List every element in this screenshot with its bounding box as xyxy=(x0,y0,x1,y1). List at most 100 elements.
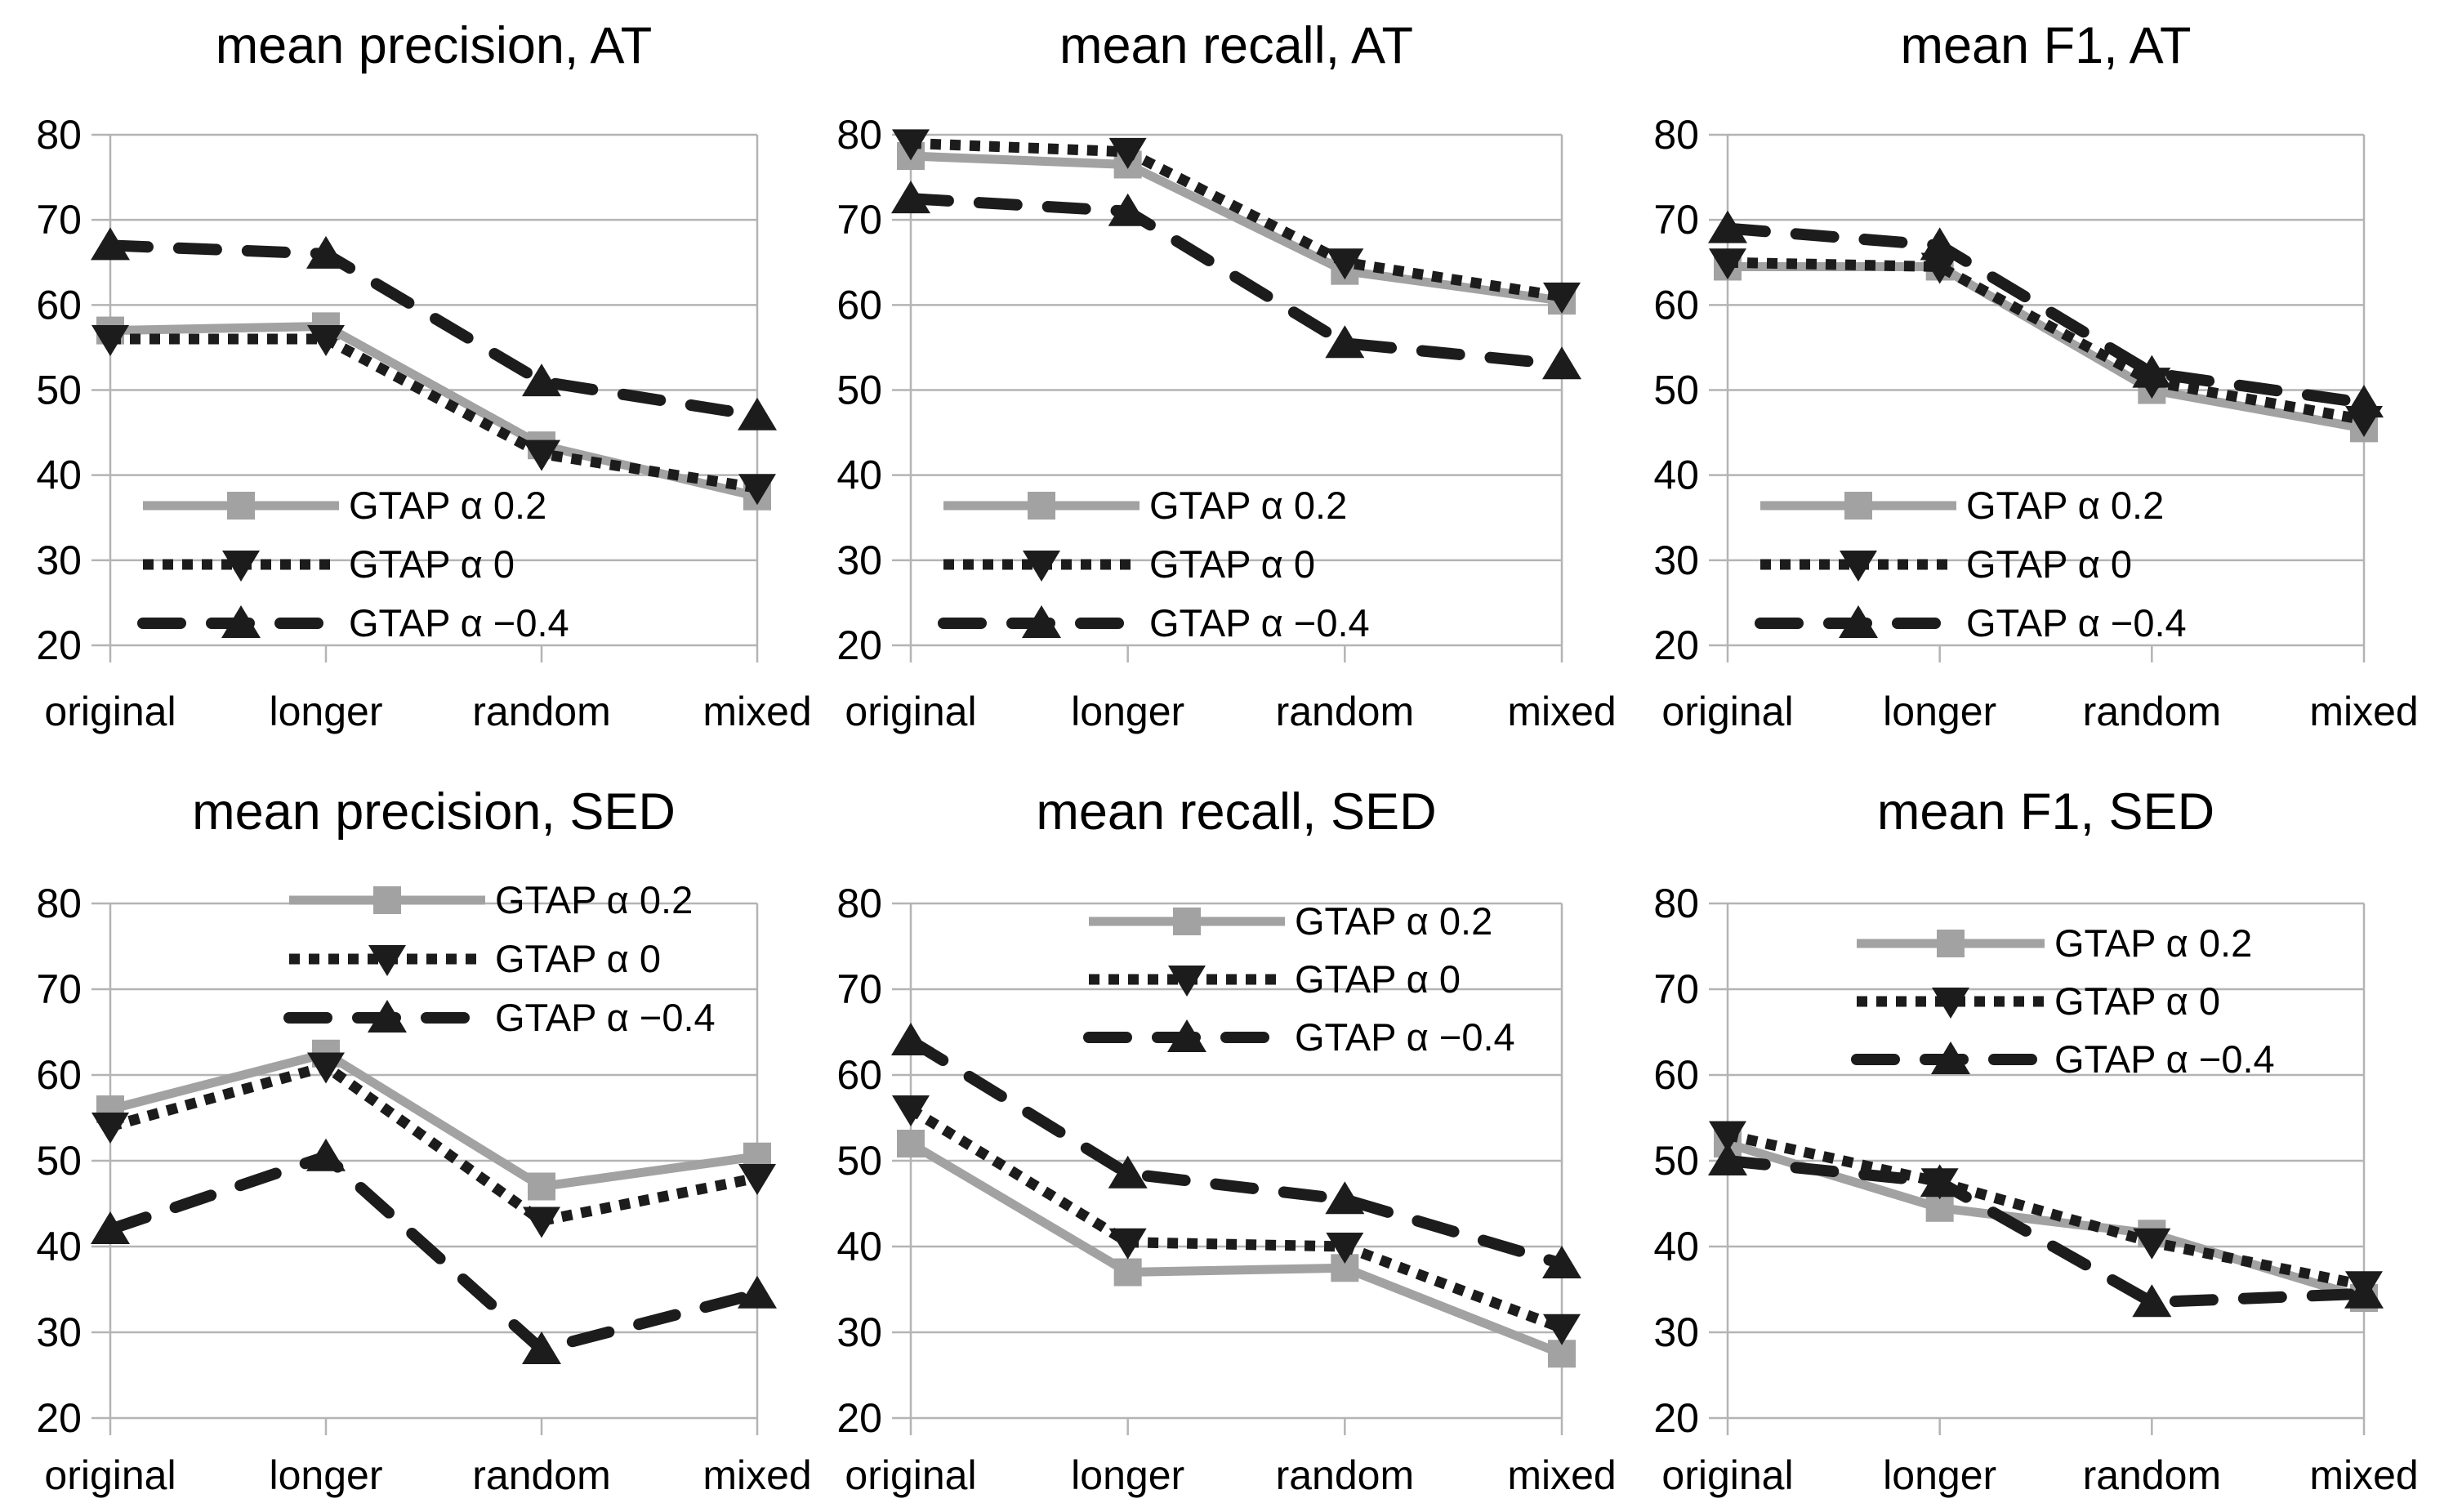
tri-down-marker xyxy=(892,1095,930,1126)
tri-up-marker xyxy=(2132,355,2172,388)
legend-label: GTAP α 0.2 xyxy=(1149,484,1347,527)
chart-panel-mean-precision-sed: mean precision, SED 80 70 60 50 40 30 20 GTAP α… xyxy=(0,756,818,1512)
chart-panel-mean-recall-at: mean recall, AT 80 70 60 50 40 30 20 GTAP α 0.2… xyxy=(818,0,1635,756)
tri-up-marker xyxy=(1325,1181,1365,1215)
square-marker-legend xyxy=(1844,492,1872,520)
series-line xyxy=(109,321,759,502)
square-marker xyxy=(528,1172,555,1201)
y-tick-label: 80 xyxy=(836,112,882,158)
tri-up-marker-legend xyxy=(1022,605,1061,638)
x-category-label: original xyxy=(1661,689,1793,734)
tri-down-marker xyxy=(738,474,776,506)
y-tick-label: 20 xyxy=(836,1395,882,1441)
tri-up-marker xyxy=(738,397,777,430)
tri-up-marker xyxy=(91,227,130,261)
series-line xyxy=(908,1140,1564,1358)
y-tick-label: 20 xyxy=(1653,622,1699,668)
tri-down-marker xyxy=(1108,137,1147,169)
line-chart: 80 70 60 50 40 30 20 GTAP α 0.2 GTAP α 0 GTAP α −… xyxy=(836,112,1616,734)
y-tick-label: 20 xyxy=(1653,1395,1699,1441)
line-chart: 80 70 60 50 40 30 20 GTAP α 0.2 GTAP α 0 GTAP α −… xyxy=(36,112,811,734)
y-tick-label: 20 xyxy=(836,622,882,668)
y-tick-label: 60 xyxy=(836,282,882,328)
legend-label: GTAP α 0 xyxy=(349,542,515,586)
legend-label: GTAP α 0.2 xyxy=(349,484,546,527)
tri-down-marker xyxy=(91,325,129,356)
x-category-label: longer xyxy=(1883,1452,1996,1498)
y-tick-label: 20 xyxy=(36,622,82,668)
chart-panel-mean-f1-at: mean F1, AT 80 70 60 50 40 30 20 GTAP α 0.2 GTAP… xyxy=(1635,0,2453,756)
tri-up-marker xyxy=(2344,1275,2384,1309)
series-line xyxy=(105,239,763,421)
tri-up-marker xyxy=(1708,210,1747,243)
y-tick-label: 50 xyxy=(1653,1138,1699,1184)
y-tick-label: 20 xyxy=(36,1395,82,1441)
tri-up-marker xyxy=(1920,227,1960,261)
legend-label: GTAP α −0.4 xyxy=(1149,601,1370,644)
x-category-label: original xyxy=(44,689,176,734)
tri-down-marker xyxy=(1920,252,1959,284)
x-category-label: mixed xyxy=(2309,1452,2418,1498)
series-line xyxy=(110,333,759,493)
chart-panel-mean-precision-at: mean precision, AT 80 70 60 50 40 30 20 GTAP α … xyxy=(0,0,818,756)
legend-label: GTAP α 0 xyxy=(1295,957,1461,1001)
tri-down-marker xyxy=(2133,1228,2171,1260)
chart-panel-mean-recall-sed: mean recall, SED 80 70 60 50 40 30 20 GTAP α 0.… xyxy=(818,756,1635,1512)
square-marker xyxy=(1113,1258,1142,1287)
tri-up-marker-legend xyxy=(1839,605,1878,638)
chart-title: mean F1, AT xyxy=(1900,17,2192,74)
square-marker-legend xyxy=(227,492,255,520)
series-line xyxy=(905,193,1568,371)
chart-title: mean precision, SED xyxy=(192,783,676,841)
line-chart: 80 70 60 50 40 30 20 GTAP α 0.2 GTAP α 0 GTAP α −… xyxy=(1653,881,2418,1498)
line-chart: 80 70 60 50 40 30 20 GTAP α 0.2 GTAP α 0 GTAP α −… xyxy=(836,881,1616,1498)
y-tick-label: 30 xyxy=(1653,537,1699,583)
y-tick-label: 40 xyxy=(1653,453,1699,498)
series-line xyxy=(1726,1130,2366,1291)
y-tick-label: 40 xyxy=(836,1224,882,1269)
line-chart: 80 70 60 50 40 30 20 GTAP α 0.2 GTAP α 0 GTAP α −… xyxy=(36,878,811,1498)
series-line xyxy=(910,137,1563,302)
tri-up-marker xyxy=(1542,1246,1581,1278)
tri-up-marker xyxy=(1708,1143,1747,1175)
x-category-label: mixed xyxy=(702,689,811,734)
y-tick-label: 80 xyxy=(1653,881,1699,926)
tri-up-marker xyxy=(306,235,346,269)
y-tick-label: 30 xyxy=(36,537,82,583)
x-category-label: mixed xyxy=(1507,689,1616,734)
series-line xyxy=(910,151,1563,306)
y-tick-label: 60 xyxy=(36,1052,82,1098)
tri-down-marker-legend xyxy=(1168,966,1206,997)
legend-label: GTAP α −0.4 xyxy=(1295,1015,1515,1059)
y-tick-label: 50 xyxy=(36,1138,82,1184)
square-marker-legend xyxy=(1028,492,1055,520)
series-line xyxy=(109,1061,759,1226)
legend-label: GTAP α −0.4 xyxy=(1966,601,2187,644)
tri-down-marker xyxy=(523,439,560,471)
x-category-label: random xyxy=(472,689,611,734)
y-tick-label: 50 xyxy=(1653,368,1699,413)
y-tick-label: 40 xyxy=(36,1224,82,1269)
square-marker-legend xyxy=(373,886,401,914)
y-tick-label: 60 xyxy=(1653,1052,1699,1098)
chart-title: mean recall, AT xyxy=(1059,17,1413,74)
tri-down-marker xyxy=(1108,1228,1147,1260)
y-tick-label: 70 xyxy=(836,966,882,1012)
y-tick-label: 60 xyxy=(1653,282,1699,328)
tri-up-marker xyxy=(2132,1284,2172,1318)
legend-label: GTAP α 0 xyxy=(1966,542,2132,586)
y-tick-label: 70 xyxy=(1653,197,1699,243)
legend-label: GTAP α −0.4 xyxy=(495,996,716,1039)
x-category-label: random xyxy=(1276,689,1415,734)
y-tick-label: 70 xyxy=(36,197,82,243)
tri-down-marker xyxy=(738,1164,776,1195)
tri-up-marker xyxy=(891,1023,930,1055)
x-category-label: random xyxy=(2083,689,2222,734)
y-tick-label: 70 xyxy=(36,966,82,1012)
legend-label: GTAP α −0.4 xyxy=(2054,1037,2275,1081)
square-marker-legend xyxy=(1937,930,1965,957)
legend-label: GTAP α 0 xyxy=(1149,542,1315,586)
y-tick-label: 30 xyxy=(836,1309,882,1355)
legend-label: GTAP α 0.2 xyxy=(495,878,693,921)
